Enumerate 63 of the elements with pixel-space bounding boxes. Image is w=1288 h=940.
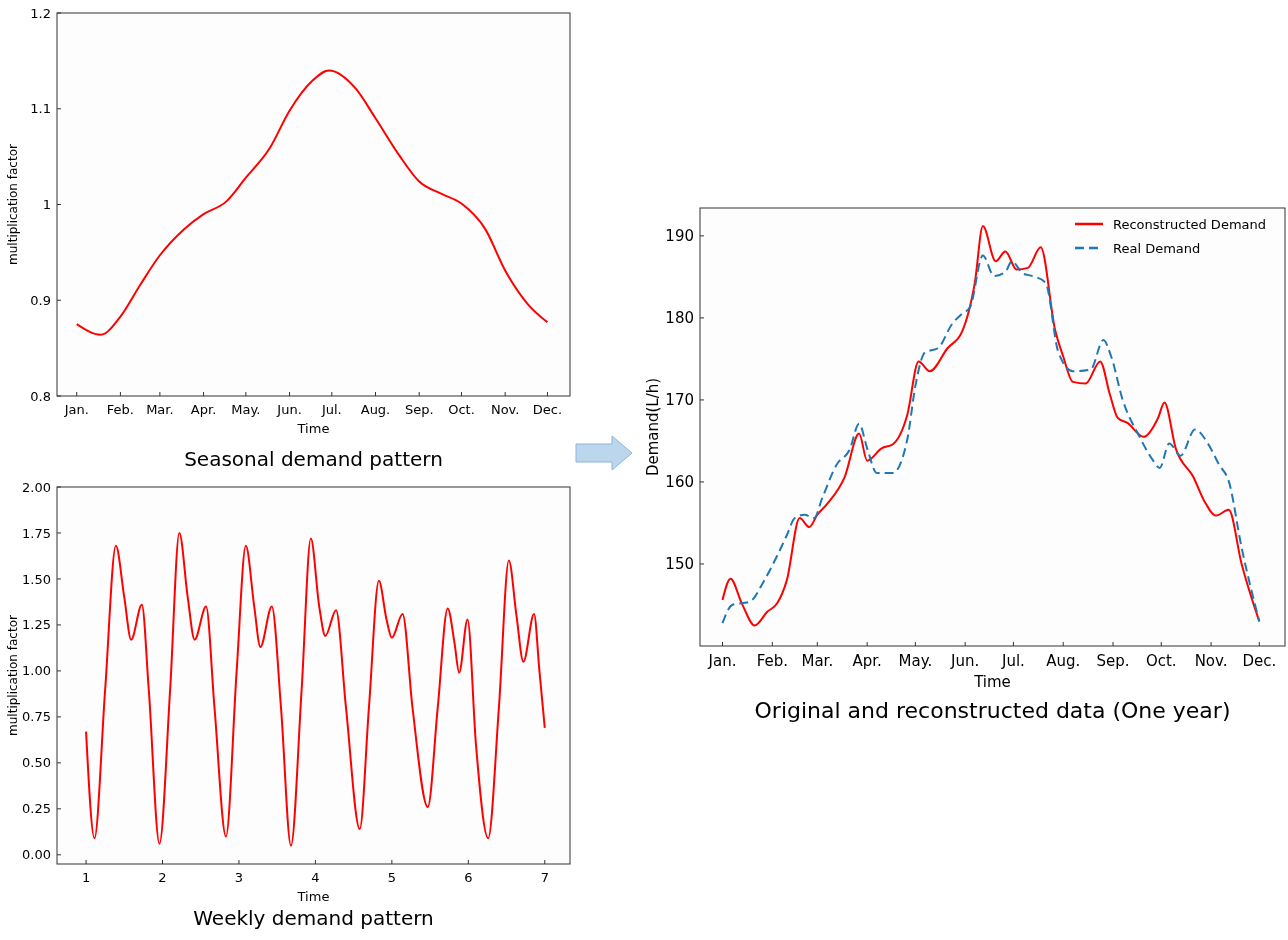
x-tick-label: Mar. xyxy=(801,652,834,670)
x-tick-label: Mar. xyxy=(146,402,174,418)
y-axis-title: Demand(L/h) xyxy=(644,377,662,477)
y-tick-label: 0.25 xyxy=(22,801,51,817)
y-tick-label: 1.75 xyxy=(22,525,51,541)
x-tick-label: Oct. xyxy=(1145,652,1177,670)
y-tick-label: 0.8 xyxy=(30,388,51,404)
x-tick-label: 3 xyxy=(234,870,244,886)
y-tick-label: 1 xyxy=(42,197,51,213)
x-tick-label: Nov. xyxy=(490,402,520,418)
y-tick-label: 170 xyxy=(665,391,694,410)
x-tick-label: 2 xyxy=(158,870,167,886)
x-axis-title: Time xyxy=(296,889,330,905)
x-tick-label: Aug. xyxy=(360,402,391,418)
x-tick-label: Jan. xyxy=(707,652,737,670)
x-tick-label: Oct. xyxy=(448,402,475,418)
x-tick-label: Jul. xyxy=(1000,652,1025,670)
x-tick-label: 4 xyxy=(311,870,320,886)
y-axis-title: multiplication factor xyxy=(6,615,20,736)
legend-label: Reconstructed Demand xyxy=(1113,216,1266,232)
y-tick-label: 0.75 xyxy=(22,709,51,725)
x-tick-label: Apr. xyxy=(190,402,217,418)
y-tick-label: 0.00 xyxy=(22,847,51,863)
x-tick-label: Dec. xyxy=(532,402,563,418)
x-tick-label: 1 xyxy=(81,870,91,886)
text: Original and reconstructed data (One year) xyxy=(754,698,1231,723)
x-tick-label: Dec. xyxy=(1242,652,1277,670)
x-tick-label: Jul. xyxy=(320,402,342,418)
line-series xyxy=(75,69,549,336)
x-tick-label: Sep. xyxy=(404,402,434,418)
x-tick-label: Aug. xyxy=(1046,652,1081,670)
x-tick-label: 7 xyxy=(540,870,549,886)
text: Seasonal demand pattern xyxy=(184,447,443,471)
y-tick-label: 1.1 xyxy=(30,101,51,117)
x-tick-label: Jun. xyxy=(276,402,302,418)
text: Weekly demand pattern xyxy=(193,906,434,930)
line-series xyxy=(85,531,546,847)
y-tick-label: 0.9 xyxy=(30,292,51,308)
x-tick-label: Feb. xyxy=(106,402,134,418)
y-tick-label: 2.00 xyxy=(22,479,51,495)
x-tick-label: Jan. xyxy=(63,402,89,418)
x-tick-label: 6 xyxy=(464,870,473,886)
y-tick-label: 0.50 xyxy=(22,755,51,771)
x-tick-label: 5 xyxy=(387,870,397,886)
y-tick-label: 1.2 xyxy=(30,5,51,21)
y-tick-label: 190 xyxy=(665,227,694,246)
y-tick-label: 150 xyxy=(665,555,694,574)
x-tick-label: May. xyxy=(898,652,933,670)
x-axis-title: Time xyxy=(296,421,330,437)
x-axis-title: Time xyxy=(973,673,1011,691)
x-tick-label: Feb. xyxy=(756,652,788,670)
x-tick-label: Jun. xyxy=(950,652,980,670)
y-tick-label: 1.50 xyxy=(22,571,51,587)
x-tick-label: Apr. xyxy=(852,652,882,670)
x-tick-label: May. xyxy=(231,402,261,418)
y-tick-label: 180 xyxy=(665,309,694,328)
x-tick-label: Sep. xyxy=(1096,652,1130,670)
x-tick-label: Nov. xyxy=(1194,652,1228,670)
y-tick-label: 160 xyxy=(665,473,694,492)
legend-label: Real Demand xyxy=(1113,240,1201,256)
y-tick-label: 1.25 xyxy=(22,617,51,633)
y-tick-label: 1.00 xyxy=(22,663,51,679)
y-axis-title: multiplication factor xyxy=(6,144,20,265)
